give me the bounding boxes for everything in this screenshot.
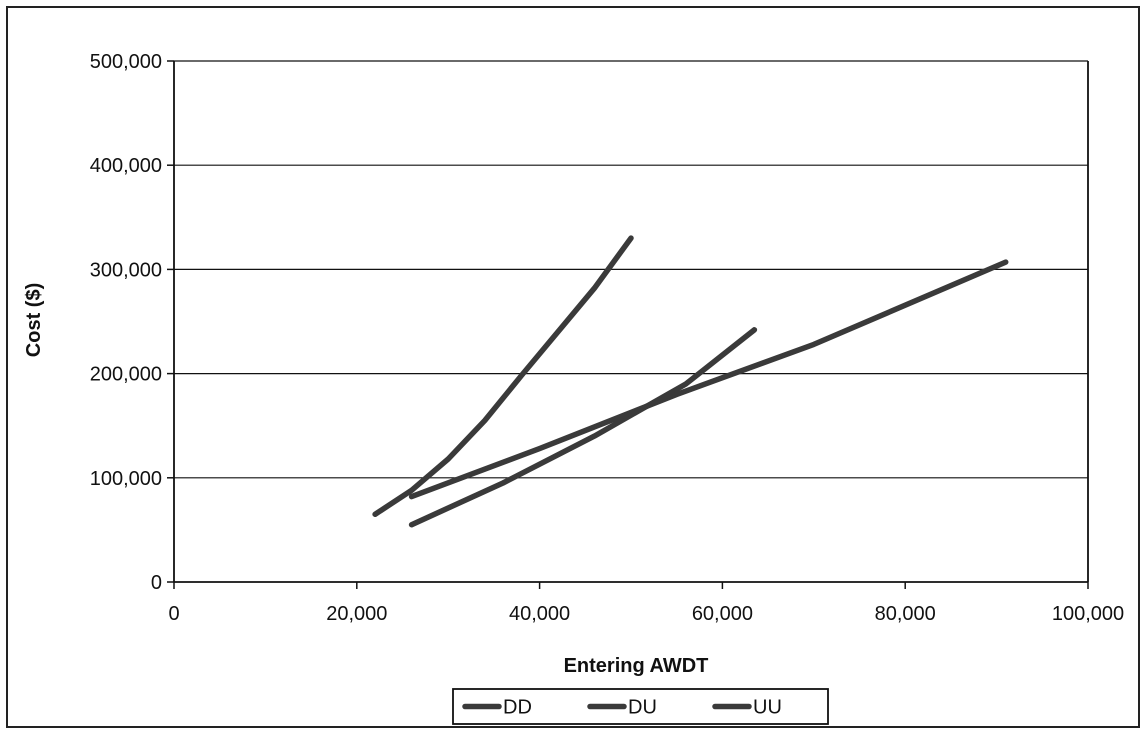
- x-tick-label: 40,000: [509, 603, 570, 625]
- legend-label-uu: UU: [753, 697, 782, 719]
- x-tick-label: 0: [168, 603, 179, 625]
- series-line-uu: [408, 259, 1009, 500]
- x-tick-labels: 0 20,000 40,000 60,000 80,000 100,000: [168, 582, 1124, 625]
- legend-box: [452, 688, 829, 725]
- y-tick-label: 200,000: [90, 364, 162, 386]
- y-tick-label: 400,000: [90, 155, 162, 177]
- y-tick-label: 0: [151, 572, 162, 594]
- x-tick-label: 20,000: [326, 603, 387, 625]
- y-tick-labels: 0 100,000 200,000 300,000 400,000 500,000: [90, 51, 174, 594]
- legend: DD DU UU: [452, 688, 829, 725]
- legend-label-du: DU: [628, 697, 657, 719]
- legend-label-dd: DD: [503, 697, 532, 719]
- x-tick-label: 80,000: [875, 603, 936, 625]
- gridlines: [174, 60, 1088, 479]
- x-tick-label: 100,000: [1052, 603, 1124, 625]
- y-tick-label: 500,000: [90, 51, 162, 73]
- series-line-dd: [372, 235, 634, 518]
- x-axis-title: Entering AWDT: [564, 655, 709, 677]
- axes: [173, 61, 1089, 583]
- series-lines: [372, 235, 1009, 528]
- x-tick-label: 60,000: [692, 603, 753, 625]
- y-tick-label: 100,000: [90, 468, 162, 490]
- y-axis-title: Cost ($): [23, 283, 45, 357]
- chart-frame: [6, 6, 1140, 728]
- y-tick-label: 300,000: [90, 259, 162, 281]
- series-line-du: [408, 327, 758, 528]
